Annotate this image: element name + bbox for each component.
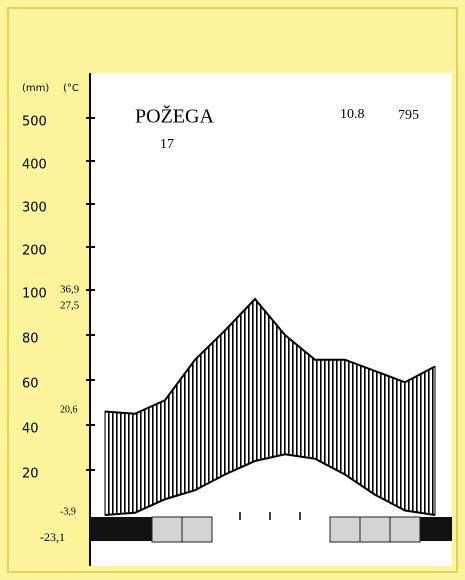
y-tick-label: 500: [22, 115, 47, 130]
chart-title: POŽEGA: [135, 105, 214, 128]
y-tick-label: 300: [22, 201, 47, 216]
precipitation-line: [104, 297, 436, 415]
frame: [7, 7, 458, 573]
y-tick-label: 100: [22, 287, 47, 302]
unit-mm: (mm): [22, 83, 49, 94]
annotation: 795: [398, 108, 419, 123]
month-ticks: [239, 512, 301, 520]
side-label: 27,5: [60, 300, 80, 312]
unit-c: (°C: [63, 83, 79, 94]
y-tick-label: 80: [22, 332, 39, 347]
annotation: 10.8: [340, 107, 365, 122]
side-label: -23,1: [40, 530, 65, 544]
side-label: 36,9: [60, 284, 80, 296]
y-tick-label: 200: [22, 244, 47, 259]
annotation: 17: [160, 137, 174, 152]
y-tick-label: 20: [22, 467, 39, 482]
temperature-line: [104, 453, 436, 516]
y-tick-label: 60: [22, 377, 39, 392]
frost-free: [212, 517, 330, 541]
frost-boxes: [151, 516, 421, 543]
y-tick-label: 40: [22, 422, 39, 437]
side-label: 20,6: [60, 404, 78, 415]
y-tick-label: 400: [22, 158, 47, 173]
side-label: -3,9: [60, 506, 76, 517]
